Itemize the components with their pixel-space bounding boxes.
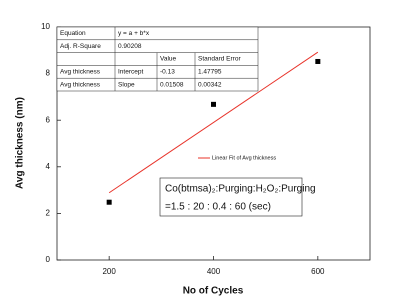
table-cell: Standard Error — [198, 56, 241, 63]
table-cell: Avg thickness — [60, 69, 101, 76]
table-cell: y = a + b*x — [118, 30, 150, 37]
table-cell: -0.13 — [160, 69, 175, 76]
data-point — [211, 101, 216, 107]
data-point — [315, 58, 321, 64]
y-tick-label: 4 — [46, 162, 51, 171]
data-point — [106, 199, 112, 205]
x-axis-title: No of Cycles — [183, 286, 244, 297]
table-cell: Adj. R-Square — [60, 43, 101, 50]
annotation-box — [159, 177, 303, 217]
x-tick-label: 200 — [102, 267, 116, 276]
y-axis-title: Avg thickness (nm) — [15, 97, 26, 189]
y-tick-label: 6 — [46, 115, 51, 124]
table-cell: 0.90208 — [118, 43, 142, 50]
y-tick-label: 2 — [46, 209, 51, 218]
table-cell: 0.01508 — [160, 81, 184, 88]
legend-label: Linear Fit of Avg thickness — [212, 155, 276, 161]
table-cell: 1.47795 — [198, 69, 222, 76]
y-tick-label: 0 — [46, 255, 51, 264]
x-tick-label: 400 — [207, 267, 221, 276]
table-cell: Slope — [118, 81, 135, 88]
table-cell: Equation — [60, 30, 86, 37]
annotation-line: Co(btmsa)₂:Purging:H₂O₂:Purging — [165, 184, 316, 195]
table-cell: Avg thickness — [60, 81, 101, 88]
y-tick-label: 8 — [46, 69, 51, 78]
table-cell: Value — [160, 56, 177, 63]
table-cell: Intercept — [118, 69, 143, 76]
fit-table — [56, 26, 259, 92]
y-tick-label: 10 — [41, 22, 50, 31]
table-cell: 0.00342 — [198, 81, 222, 88]
annotation-line: =1.5 : 20 : 0.4 : 60 (sec) — [165, 202, 271, 213]
x-tick-label: 600 — [311, 267, 325, 276]
fit-line — [108, 51, 319, 194]
